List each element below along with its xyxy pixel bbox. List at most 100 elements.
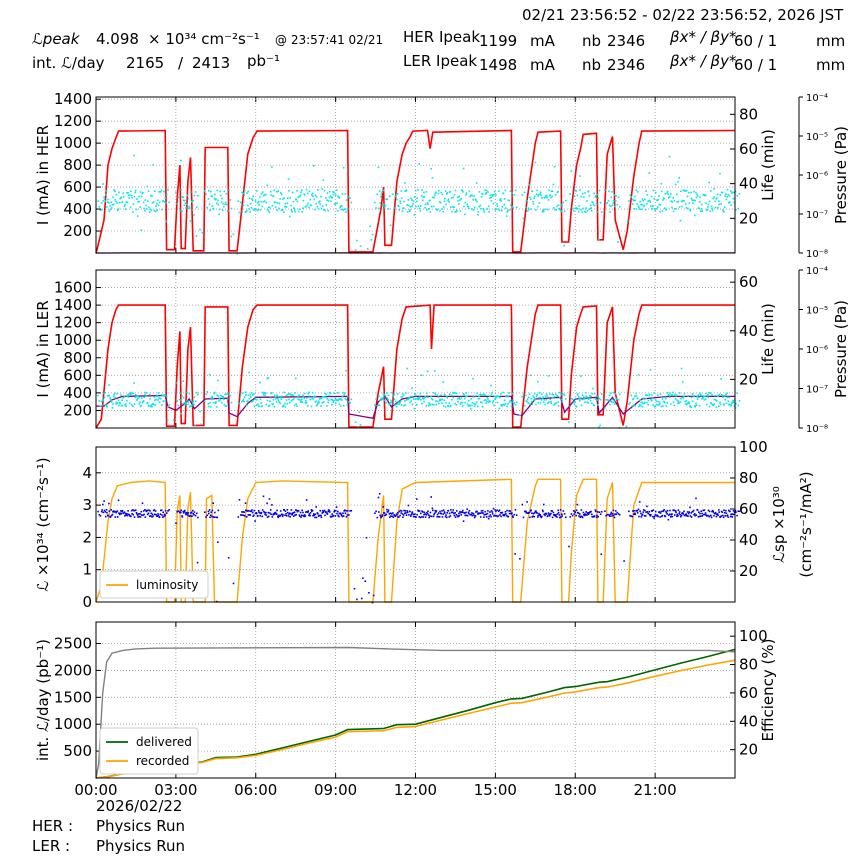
life-point: [249, 396, 252, 398]
life-point: [720, 203, 722, 205]
life-point: [720, 378, 722, 380]
specific-lumi-point: [326, 512, 328, 515]
specific-lumi-point: [484, 510, 486, 513]
life-point: [381, 398, 384, 401]
life-point: [120, 196, 122, 199]
life-point: [214, 198, 217, 201]
life-point: [618, 205, 621, 208]
life-point: [287, 393, 289, 396]
life-point: [614, 205, 616, 208]
life-point: [177, 404, 180, 407]
life-point: [494, 209, 496, 211]
life-point: [634, 195, 636, 198]
life-point: [464, 213, 466, 216]
specific-lumi-point: [164, 509, 167, 512]
specific-lumi-point: [682, 513, 684, 515]
specific-lumi-point: [374, 512, 376, 514]
life-point: [410, 206, 412, 208]
specific-lumi-point: [699, 512, 701, 515]
specific-lumi-point: [633, 510, 635, 512]
life-point: [389, 224, 392, 227]
life-point: [131, 197, 133, 199]
life-point: [286, 202, 289, 205]
life-point: [575, 190, 577, 192]
life-point: [716, 193, 719, 196]
specific-lumi-point: [261, 515, 264, 518]
specific-lumi-point: [277, 516, 280, 519]
life-point: [492, 400, 495, 402]
specific-lumi-point: [695, 497, 697, 500]
life-point: [652, 189, 655, 192]
life-point: [471, 402, 474, 404]
life-point: [110, 207, 113, 209]
specific-lumi-point: [712, 511, 714, 513]
life-point: [230, 401, 233, 404]
life-point: [499, 198, 502, 200]
life-point: [399, 200, 401, 202]
life-point: [475, 199, 477, 201]
life-point: [321, 205, 324, 207]
life-point: [181, 210, 183, 213]
specific-lumi-point: [708, 510, 711, 513]
life-point: [583, 396, 585, 398]
life-point: [127, 393, 129, 396]
life-point: [613, 194, 616, 196]
life-point: [338, 403, 341, 406]
life-point: [501, 404, 504, 406]
life-point: [293, 207, 295, 209]
life-point: [460, 189, 463, 191]
life-point: [193, 214, 195, 216]
life-point: [497, 395, 500, 398]
specific-lumi-point: [416, 513, 418, 516]
life-point: [311, 396, 313, 399]
specific-lumi-point: [700, 515, 702, 517]
life-point: [422, 398, 424, 400]
life-point: [692, 400, 694, 403]
life-point: [686, 189, 688, 192]
life-point: [591, 392, 593, 395]
life-point: [683, 189, 686, 192]
specific-lumi-point: [210, 511, 212, 513]
life-point: [611, 204, 614, 207]
life-point: [114, 199, 117, 201]
life-point: [535, 395, 538, 398]
life-point: [251, 393, 254, 396]
life-point: [440, 399, 442, 401]
life-point: [465, 192, 468, 194]
life-point: [112, 196, 114, 198]
specific-lumi-point: [197, 516, 199, 519]
life-point: [508, 199, 510, 202]
life-point: [657, 404, 659, 406]
life-point: [717, 206, 719, 209]
specific-lumi-point: [139, 513, 141, 515]
x-tick-label: 03:00: [154, 781, 197, 799]
life-point: [650, 205, 652, 207]
specific-lumi-point: [397, 516, 399, 518]
life-point: [122, 397, 125, 399]
specific-lumi-point: [462, 520, 465, 522]
time-range: 02/21 23:56:52 - 02/22 23:56:52, 2026 JS…: [522, 6, 844, 24]
life-point: [335, 194, 337, 197]
life-point: [558, 391, 561, 394]
life-point: [646, 203, 648, 205]
specific-lumi-point: [541, 515, 543, 518]
life-point: [700, 208, 702, 210]
life-point: [425, 191, 428, 193]
specific-lumi-point: [512, 516, 514, 518]
life-point: [268, 404, 271, 407]
life-point: [695, 191, 697, 194]
life-point: [284, 406, 287, 408]
life-point: [378, 395, 380, 398]
life-point: [376, 405, 379, 407]
specific-lumi-point: [490, 510, 493, 512]
life-point: [435, 400, 437, 402]
life-point: [700, 393, 702, 396]
life-point: [578, 397, 580, 399]
life-point: [228, 189, 230, 191]
intl-value: 2165: [126, 54, 165, 72]
specific-lumi-point: [163, 515, 165, 518]
life-point: [575, 207, 578, 209]
life-point: [658, 203, 661, 206]
life-point: [151, 202, 154, 204]
life-point: [448, 191, 451, 193]
